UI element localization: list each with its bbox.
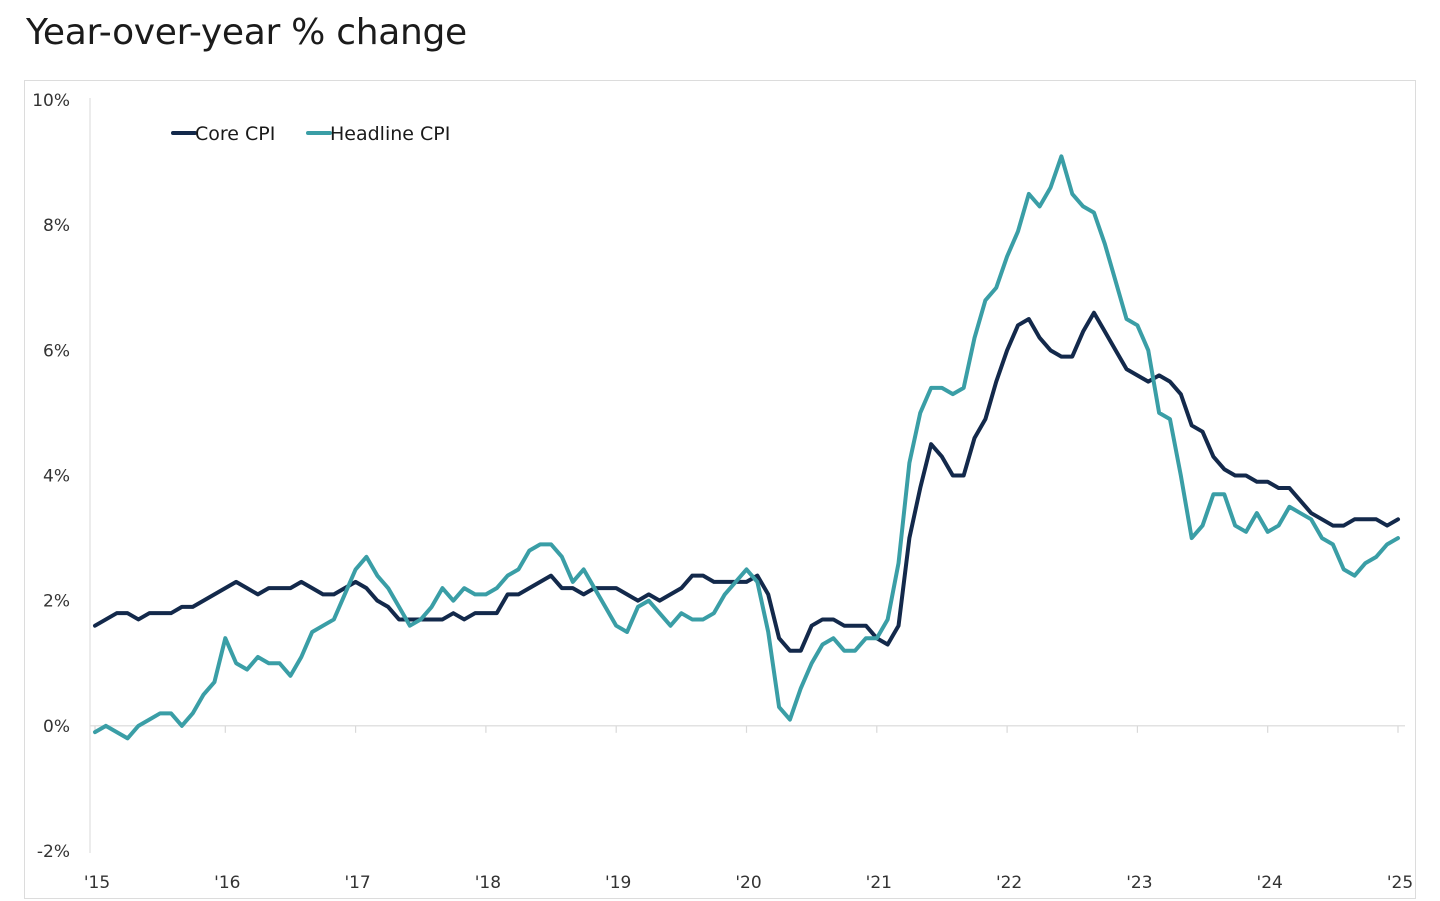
- x-tick-label: '19: [605, 873, 631, 893]
- series-line-headline-cpi: [93, 154, 1400, 741]
- x-tick-label: '16: [214, 873, 240, 893]
- x-tick-label: '22: [996, 873, 1022, 893]
- legend-label-core-cpi: Core CPI: [195, 123, 275, 145]
- y-tick-label: -2%: [37, 842, 70, 862]
- legend-label-headline-cpi: Headline CPI: [330, 123, 450, 145]
- y-tick-label: 6%: [43, 341, 70, 361]
- y-tick-label: 4%: [43, 467, 70, 487]
- series-line-core-cpi: [93, 310, 1400, 653]
- y-tick-label: 2%: [43, 592, 70, 612]
- y-tick-label: 8%: [43, 216, 70, 236]
- x-tick-label: '24: [1257, 873, 1283, 893]
- y-tick-label: 0%: [43, 717, 70, 737]
- legend: Core CPI Headline CPI: [171, 123, 450, 145]
- chart-axes: [89, 98, 1405, 853]
- x-tick-label: '25: [1387, 873, 1413, 893]
- y-tick-label: 10%: [32, 91, 70, 111]
- x-axis-ticks: '15 '16 '17 '18 '19 '20 '21 '22 '23 '24 '25: [84, 725, 1413, 893]
- x-tick-label: '20: [735, 873, 761, 893]
- y-axis-tick-labels: 10% 8% 6% 4% 2% 0% -2%: [32, 91, 70, 862]
- series-layer: [93, 154, 1400, 741]
- chart-frame: [24, 80, 1416, 899]
- x-tick-label: '21: [866, 873, 892, 893]
- x-tick-label: '15: [84, 873, 110, 893]
- chart-title: Year-over-year % change: [26, 12, 467, 53]
- x-tick-label: '17: [344, 873, 370, 893]
- x-tick-label: '23: [1126, 873, 1152, 893]
- x-tick-label: '18: [475, 873, 501, 893]
